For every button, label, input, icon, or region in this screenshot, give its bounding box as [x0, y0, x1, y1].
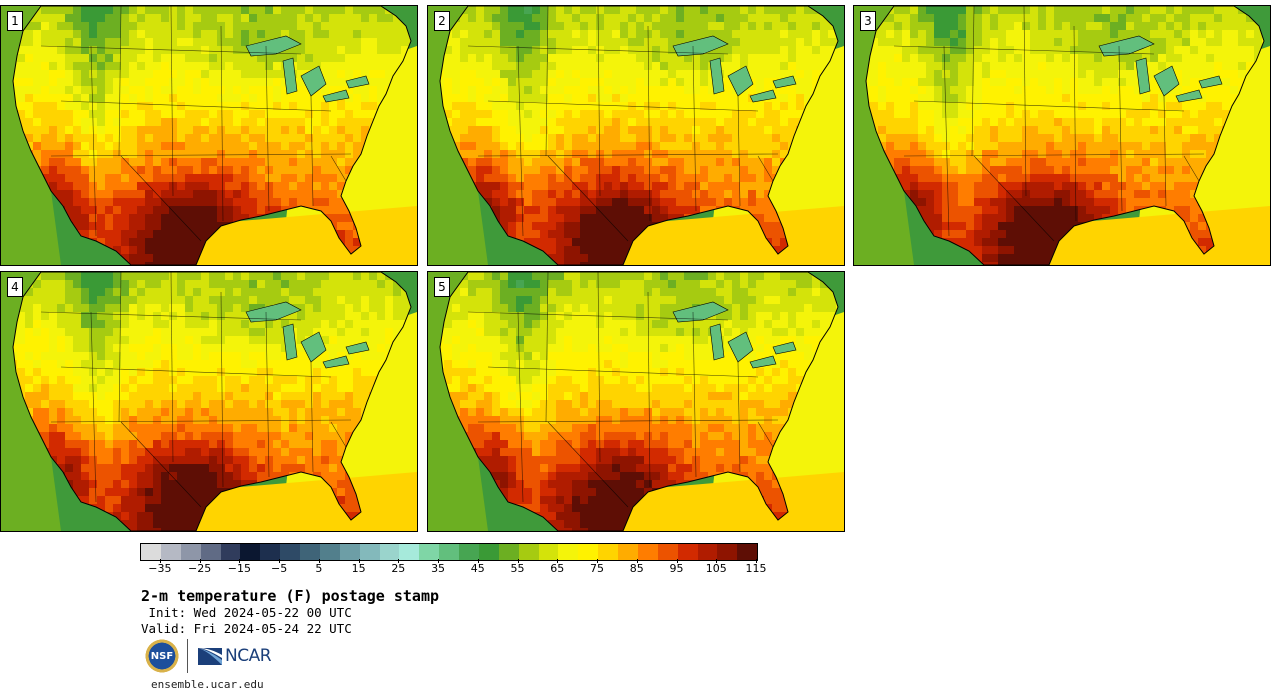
- colorbar-swatch: [359, 544, 380, 560]
- colorbar-tick-label: −15: [227, 562, 251, 575]
- figure-title: 2-m temperature (F) postage stamp: [141, 587, 440, 605]
- colorbar-swatch: [478, 544, 499, 560]
- colorbar-tick-mark: [318, 559, 320, 563]
- logos: NSF NCAR: [145, 638, 272, 674]
- colorbar-swatch: [160, 544, 181, 560]
- map-panel-4: 4: [0, 271, 418, 532]
- colorbar-tick-label: 35: [431, 562, 446, 575]
- nsf-logo-text: NSF: [150, 650, 174, 662]
- colorbar-tick-label: 55: [510, 562, 525, 575]
- colorbar-swatch: [419, 544, 440, 560]
- colorbar-tick-mark: [597, 559, 599, 563]
- colorbar-tick-mark: [756, 559, 757, 563]
- map-panel-5: 5: [427, 271, 845, 532]
- colorbar-tick-mark: [398, 559, 400, 563]
- colorbar-tick-label: 25: [391, 562, 406, 575]
- colorbar-tick-label: −25: [188, 562, 212, 575]
- temperature-map: [428, 272, 844, 531]
- colorbar-tick-mark: [159, 559, 161, 563]
- website-url: ensemble.ucar.edu: [151, 678, 264, 691]
- map-panel-1: 1: [0, 5, 418, 266]
- colorbar-tick-label: 45: [470, 562, 485, 575]
- colorbar-swatch: [558, 544, 579, 560]
- colorbar-swatch: [439, 544, 459, 560]
- map-panel-2: 2: [427, 5, 845, 266]
- colorbar-swatch: [637, 544, 658, 560]
- colorbar-swatch: [180, 544, 201, 560]
- colorbar-tick-mark: [676, 559, 678, 563]
- colorbar-tick-label: −35: [148, 562, 172, 575]
- member-label: 5: [434, 277, 450, 297]
- colorbar-swatch: [697, 544, 718, 560]
- colorbar-swatch: [618, 544, 638, 560]
- colorbar-swatch: [200, 544, 221, 560]
- temperature-map: [1, 6, 417, 265]
- colorbar-tick-mark: [636, 559, 638, 563]
- colorbar-tick-mark: [477, 559, 479, 563]
- colorbar-swatch: [280, 544, 300, 560]
- colorbar-swatch: [260, 544, 281, 560]
- colorbar-tick-mark: [716, 559, 718, 563]
- colorbar-tick-label: 105: [705, 562, 727, 575]
- colorbar-tick-label: 115: [745, 562, 767, 575]
- ncar-logo: NCAR: [197, 646, 272, 666]
- colorbar-swatch: [240, 544, 261, 560]
- nsf-logo: NSF: [145, 639, 179, 673]
- colorbar-ticks: −35 −25 −15 −5 5 15 25 35 45 55 65 75 85 95 105 115: [140, 559, 767, 576]
- member-label: 4: [7, 277, 23, 297]
- colorbar-tick-mark: [199, 559, 201, 563]
- colorbar-swatch: [339, 544, 360, 560]
- member-label: 3: [860, 11, 876, 31]
- temperature-map: [428, 6, 844, 265]
- colorbar-tick-label: 75: [590, 562, 605, 575]
- colorbar-tick-label: 5: [315, 562, 323, 575]
- temperature-map: [854, 6, 1270, 265]
- ncar-logo-text: NCAR: [225, 646, 272, 666]
- colorbar-swatch: [578, 544, 599, 560]
- colorbar-swatch: [737, 544, 758, 560]
- colorbar-tick-mark: [358, 559, 360, 563]
- colorbar-tick-mark: [239, 559, 241, 563]
- colorbar-tick-label: 85: [629, 562, 644, 575]
- member-label: 1: [7, 11, 23, 31]
- colorbar-tick-mark: [438, 559, 440, 563]
- colorbar-tick-label: −5: [270, 562, 288, 575]
- valid-time: Valid: Fri 2024-05-24 22 UTC: [141, 621, 352, 636]
- map-panel-3: 3: [853, 5, 1271, 266]
- colorbar-swatch: [598, 544, 618, 560]
- colorbar-swatch: [319, 544, 340, 560]
- member-label: 2: [434, 11, 450, 31]
- colorbar-swatch: [657, 544, 678, 560]
- colorbar-swatch: [518, 544, 539, 560]
- colorbar-swatch: [498, 544, 519, 560]
- colorbar-swatch: [220, 544, 241, 560]
- colorbar-swatch: [717, 544, 738, 560]
- temperature-map: [1, 272, 417, 531]
- colorbar-swatch: [141, 544, 161, 560]
- colorbar-swatch: [677, 544, 698, 560]
- temperature-colorbar: [140, 543, 758, 561]
- colorbar-tick-label: 15: [351, 562, 366, 575]
- colorbar-swatch: [538, 544, 559, 560]
- colorbar-tick-mark: [279, 559, 281, 563]
- colorbar-tick-mark: [557, 559, 559, 563]
- colorbar-swatch: [300, 544, 320, 560]
- colorbar-tick-label: 65: [550, 562, 565, 575]
- logo-divider: [187, 639, 188, 673]
- colorbar-swatch: [379, 544, 400, 560]
- ncar-mark-icon: [198, 648, 222, 665]
- colorbar-tick-label: 95: [669, 562, 684, 575]
- colorbar-swatch: [459, 544, 479, 560]
- colorbar-tick-mark: [517, 559, 519, 563]
- init-time: Init: Wed 2024-05-22 00 UTC: [141, 605, 352, 620]
- colorbar-swatch: [399, 544, 420, 560]
